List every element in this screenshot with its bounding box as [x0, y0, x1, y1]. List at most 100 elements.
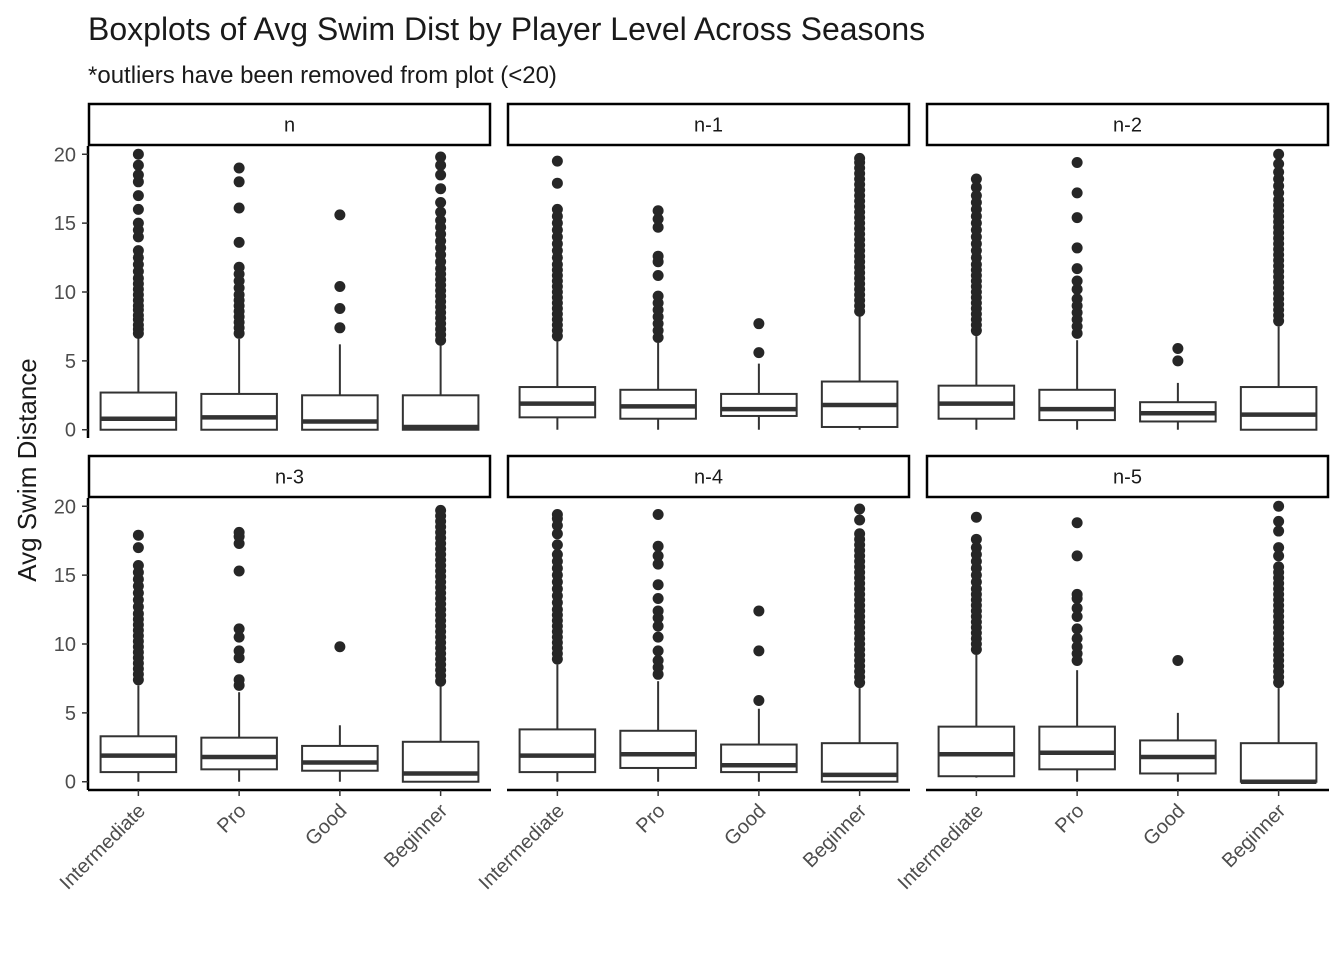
box-good — [301, 209, 379, 431]
chart-title: Boxplots of Avg Swim Dist by Player Leve… — [88, 11, 925, 47]
outlier-point — [233, 565, 245, 577]
outlier-point — [652, 655, 664, 667]
box-intermediate — [937, 511, 1016, 778]
outlier-point — [652, 213, 664, 225]
x-tick-label: Good — [720, 800, 770, 850]
outlier-point — [233, 623, 245, 635]
outlier-point — [132, 169, 144, 181]
box-iqr — [200, 392, 278, 431]
facet-panel-n-2: n-2 — [925, 102, 1330, 431]
outlier-point — [753, 694, 765, 706]
outlier-point — [970, 181, 982, 193]
y-tick-label: 20 — [54, 144, 76, 166]
box-intermediate — [99, 529, 178, 782]
outlier-point — [1273, 561, 1285, 573]
facet-strip — [506, 454, 911, 499]
box-beginner — [1239, 500, 1318, 784]
x-tick-label: Intermediate — [894, 800, 988, 894]
outlier-point — [1273, 515, 1285, 527]
outlier-point — [551, 528, 563, 540]
outlier-point — [334, 322, 346, 334]
box-iqr — [1239, 386, 1318, 431]
outlier-point — [753, 318, 765, 330]
outlier-point — [1071, 157, 1083, 169]
outlier-point — [1273, 542, 1285, 554]
box-good — [1139, 342, 1217, 430]
outlier-point — [1071, 602, 1083, 614]
outlier-point — [233, 631, 245, 643]
box-beginner — [820, 152, 899, 430]
outlier-point — [334, 303, 346, 315]
outlier-point — [233, 162, 245, 174]
facet-strip — [87, 102, 492, 147]
y-tick-label: 0 — [65, 420, 76, 442]
box-iqr — [301, 744, 379, 772]
outlier-point — [132, 159, 144, 171]
box-iqr — [518, 728, 597, 774]
outlier-point — [854, 514, 866, 526]
x-tick-label: Intermediate — [475, 800, 569, 894]
x-tick-label: Good — [301, 800, 351, 850]
box-pro — [1038, 157, 1116, 430]
outlier-point — [652, 509, 664, 521]
facet-strip — [506, 102, 911, 147]
outlier-point — [1172, 655, 1184, 667]
outlier-point — [970, 542, 982, 554]
outlier-point — [233, 202, 245, 214]
outlier-point — [233, 526, 245, 538]
outlier-point — [233, 645, 245, 657]
outlier-point — [551, 548, 563, 560]
outlier-point — [652, 269, 664, 281]
outlier-point — [652, 605, 664, 617]
box-iqr — [720, 743, 798, 774]
outlier-point — [334, 641, 346, 653]
box-beginner — [401, 151, 480, 431]
outlier-point — [970, 173, 982, 185]
box-intermediate — [99, 148, 178, 431]
box-good — [720, 318, 798, 430]
box-iqr — [937, 725, 1016, 778]
outlier-point — [132, 245, 144, 257]
facet-panel-n-3: n-3 0 5 10 15 20 Intermediate Pro Good Beginner — [54, 454, 492, 894]
outlier-point — [233, 674, 245, 686]
outlier-point — [233, 176, 245, 188]
box-good — [720, 605, 798, 782]
outlier-point — [435, 159, 447, 171]
outlier-point — [1071, 283, 1083, 295]
outlier-point — [1071, 517, 1083, 529]
outlier-point — [970, 190, 982, 202]
box-iqr — [619, 729, 697, 769]
outlier-point — [652, 558, 664, 570]
outlier-point — [334, 209, 346, 221]
facet-panel-n: n 0 5 10 15 20 — [54, 102, 492, 442]
outlier-point — [551, 539, 563, 551]
outlier-point — [652, 631, 664, 643]
outlier-point — [854, 528, 866, 540]
outlier-point — [1273, 500, 1285, 512]
outlier-point — [551, 177, 563, 189]
facet-panel-n-4: n-4 Intermediate Pro Good Beginner — [475, 454, 911, 894]
box-beginner — [1239, 148, 1318, 431]
x-tick-label: Pro — [632, 800, 670, 838]
outlier-point — [1071, 263, 1083, 275]
outlier-point — [1071, 632, 1083, 644]
box-intermediate — [518, 509, 597, 782]
outlier-point — [1071, 212, 1083, 224]
outlier-point — [753, 605, 765, 617]
outlier-point — [652, 579, 664, 591]
outlier-point — [652, 205, 664, 217]
facet-strip-label: n-3 — [275, 467, 304, 489]
outlier-point — [334, 280, 346, 292]
outlier-point — [435, 169, 447, 181]
y-tick-label: 5 — [65, 351, 76, 373]
outlier-point — [1273, 525, 1285, 537]
box-good — [301, 641, 379, 782]
outlier-point — [652, 550, 664, 562]
outlier-point — [132, 559, 144, 571]
facet-strip — [925, 102, 1330, 147]
x-tick-label: Beginner — [380, 800, 452, 872]
outlier-point — [753, 347, 765, 359]
outlier-point — [233, 261, 245, 273]
outlier-point — [1071, 623, 1083, 635]
outlier-point — [132, 190, 144, 202]
